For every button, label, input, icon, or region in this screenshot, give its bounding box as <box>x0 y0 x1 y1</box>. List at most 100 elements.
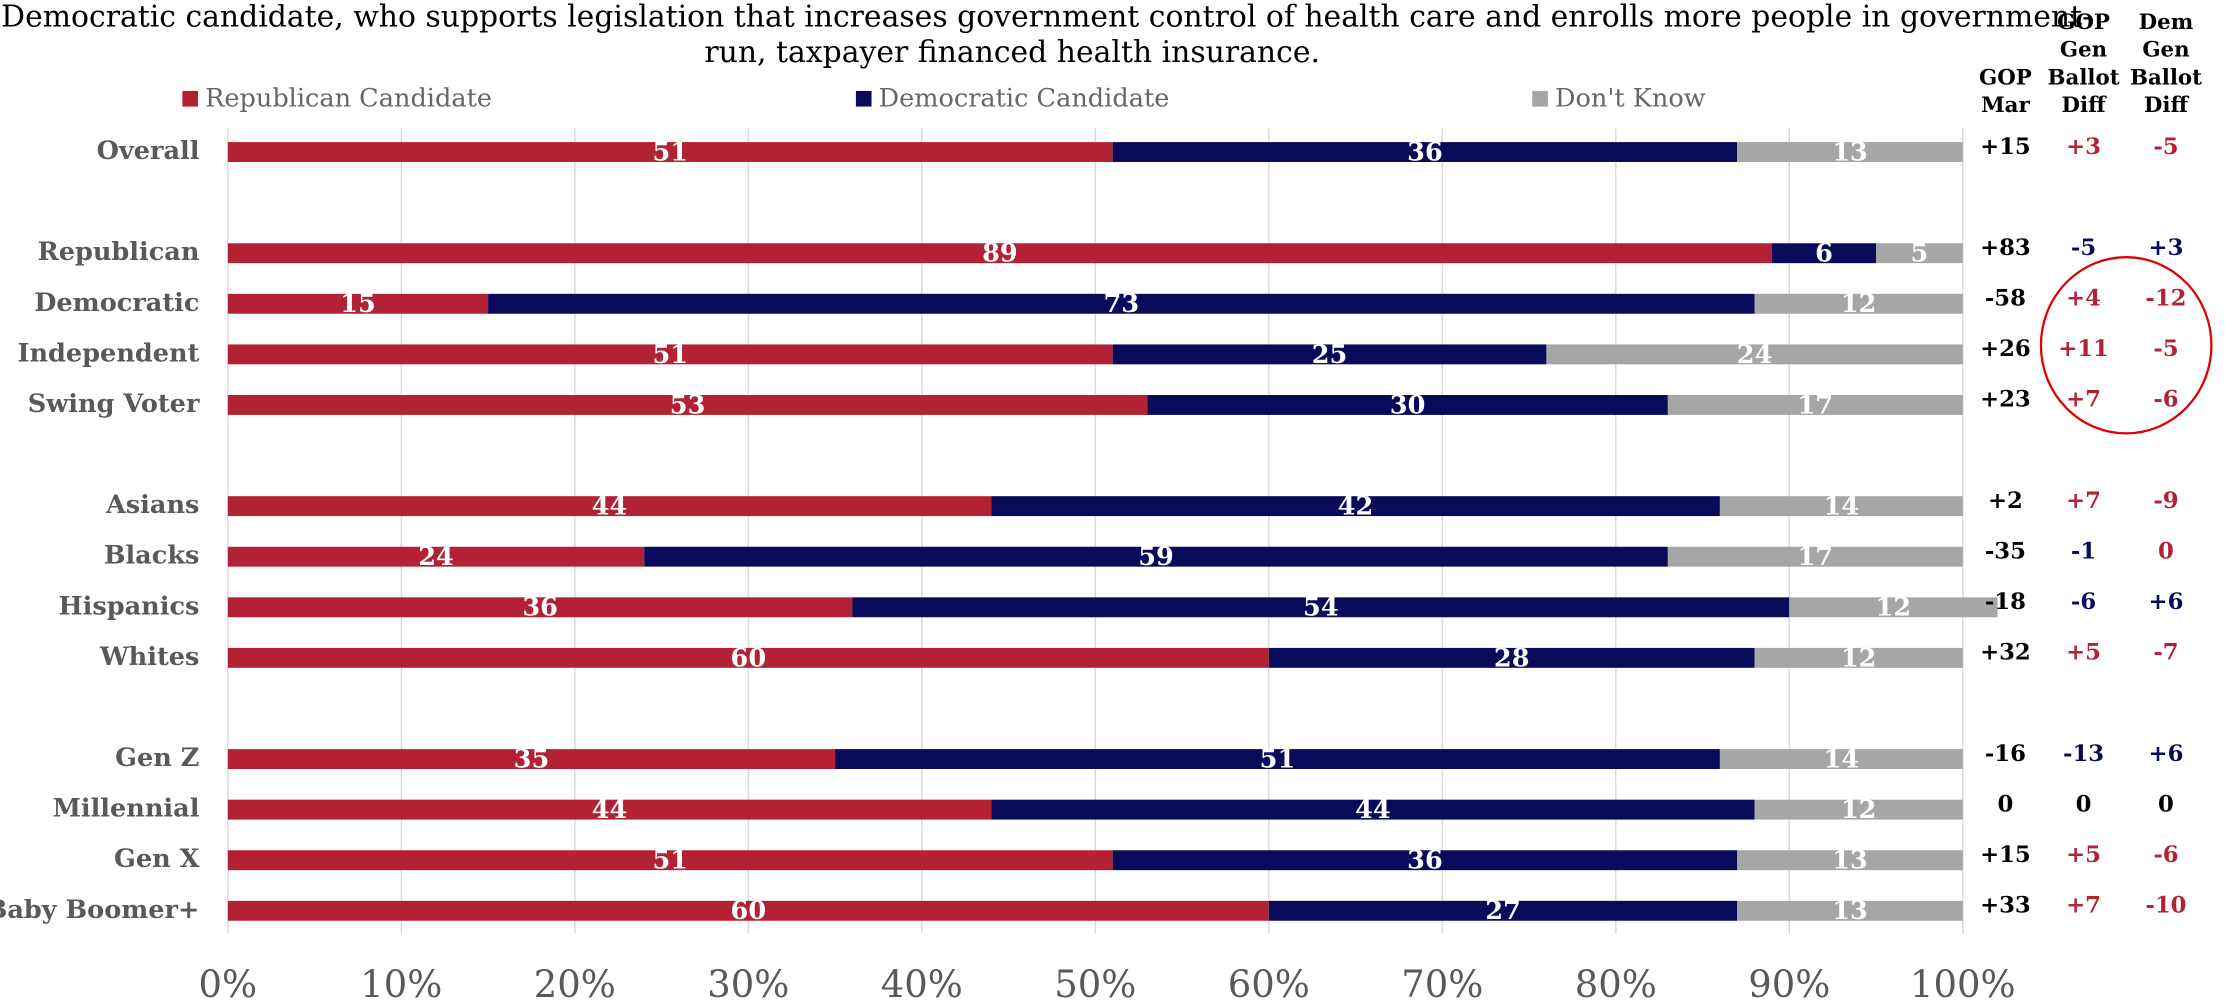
table-header: GOP <box>1979 65 2032 90</box>
bar-segment <box>1719 496 1963 517</box>
bar-segment <box>991 496 1720 517</box>
data-label: 13 <box>1832 896 1868 926</box>
table-value: -18 <box>1985 589 2026 615</box>
table-value: -12 <box>2145 286 2186 312</box>
table-value: -9 <box>2153 488 2178 514</box>
x-tick-label: 60% <box>1228 963 1310 1006</box>
chart-title: 2. A Democratic candidate, who supports … <box>0 0 2092 34</box>
data-label: 60 <box>731 643 767 673</box>
bar-segment <box>1754 647 1963 668</box>
y-tick-label: Swing Voter <box>28 389 200 419</box>
table-value: -5 <box>2153 336 2178 362</box>
legend-swatch <box>855 90 872 107</box>
table-header: GOP <box>2057 10 2110 35</box>
data-label: 30 <box>1390 390 1426 420</box>
table-value: -6 <box>2071 589 2096 615</box>
table-value: -6 <box>2153 842 2178 868</box>
data-label: 12 <box>1841 795 1877 825</box>
bar-segment <box>644 546 1668 567</box>
table-value: +3 <box>2149 235 2184 261</box>
data-label: 51 <box>1260 744 1296 774</box>
table-value: +2 <box>1988 488 2023 514</box>
data-label: 44 <box>592 492 628 522</box>
table-value: +23 <box>1980 387 2031 413</box>
y-tick-label: Gen Z <box>115 743 199 773</box>
data-label: 14 <box>1824 744 1860 774</box>
y-tick-label: Whites <box>99 642 199 672</box>
data-label: 28 <box>1494 643 1530 673</box>
data-label: 17 <box>1798 542 1834 572</box>
y-tick-label: Hispanics <box>58 591 199 621</box>
bar-segment <box>227 142 1113 162</box>
data-label: 12 <box>1841 289 1877 319</box>
data-label: 59 <box>1138 542 1174 572</box>
table-header: Diff <box>2144 93 2190 118</box>
table-value: +6 <box>2149 589 2184 615</box>
bar-segment <box>227 395 1148 415</box>
y-tick-label: Republican <box>37 237 199 267</box>
table-header: Ballot <box>2048 65 2120 90</box>
y-tick-label: Asians <box>105 490 199 520</box>
data-label: 12 <box>1876 593 1912 623</box>
bar-segment <box>1268 900 1738 921</box>
table-value: -7 <box>2153 640 2178 666</box>
bar-segment <box>227 293 489 314</box>
data-label: 44 <box>592 795 628 825</box>
bar-segment <box>1667 546 1963 567</box>
chart-title: run, taxpayer financed health insurance. <box>704 35 1320 70</box>
bar-segment <box>1737 850 1963 871</box>
table-value: -16 <box>1985 741 2026 767</box>
data-label: 15 <box>340 289 376 319</box>
data-label: 24 <box>418 542 454 572</box>
data-label: 51 <box>652 846 688 876</box>
table-value: +83 <box>1980 235 2031 261</box>
data-label: 35 <box>514 744 550 774</box>
data-label: 5 <box>1911 239 1929 269</box>
data-label: 36 <box>522 593 558 623</box>
y-tick-label: Millennial <box>53 794 200 824</box>
data-label: 24 <box>1737 340 1773 370</box>
bar-segment <box>227 850 1113 871</box>
table-header: Gen <box>2142 38 2189 63</box>
legend-label: Don't Know <box>1555 83 1706 113</box>
data-label: 51 <box>652 340 688 370</box>
table-value: -5 <box>2153 134 2178 160</box>
table-value: +3 <box>2066 134 2101 160</box>
bar-segment <box>227 900 1269 921</box>
data-label: 60 <box>731 896 767 926</box>
table-header: Diff <box>2062 93 2108 118</box>
data-label: 6 <box>1815 239 1833 269</box>
bar-segment <box>227 597 853 618</box>
table-header: Gen <box>2060 38 2107 63</box>
bar-segment <box>1719 749 1963 769</box>
x-tick-label: 80% <box>1575 963 1657 1006</box>
y-tick-label: Independent <box>18 338 200 368</box>
x-tick-label: 70% <box>1401 963 1483 1006</box>
y-tick-label: Democratic <box>34 288 199 318</box>
bar-segment <box>1112 142 1738 162</box>
table-value: +11 <box>2058 336 2109 362</box>
x-tick-label: 40% <box>881 963 963 1006</box>
bar-segment <box>1754 799 1963 820</box>
table-header: Mar <box>1981 93 2030 118</box>
table-value: +5 <box>2066 842 2101 868</box>
table-value: +5 <box>2066 640 2101 666</box>
table-value: -58 <box>1985 286 2026 312</box>
bar-segment <box>1112 850 1738 871</box>
table-value: +6 <box>2149 741 2184 767</box>
bar-segment <box>227 496 992 517</box>
table-value: -5 <box>2071 235 2096 261</box>
x-tick-label: 90% <box>1748 963 1830 1006</box>
bar-segment <box>227 344 1113 365</box>
table-value: +7 <box>2066 387 2101 413</box>
legend-label: Republican Candidate <box>205 83 492 113</box>
data-label: 54 <box>1303 593 1339 623</box>
bar-segment <box>1771 243 1877 264</box>
data-label: 12 <box>1841 643 1877 673</box>
table-value: +15 <box>1980 134 2031 160</box>
data-label: 51 <box>652 137 688 167</box>
bar-segment <box>227 799 992 820</box>
x-tick-label: 0% <box>199 963 258 1006</box>
data-label: 13 <box>1832 137 1868 167</box>
